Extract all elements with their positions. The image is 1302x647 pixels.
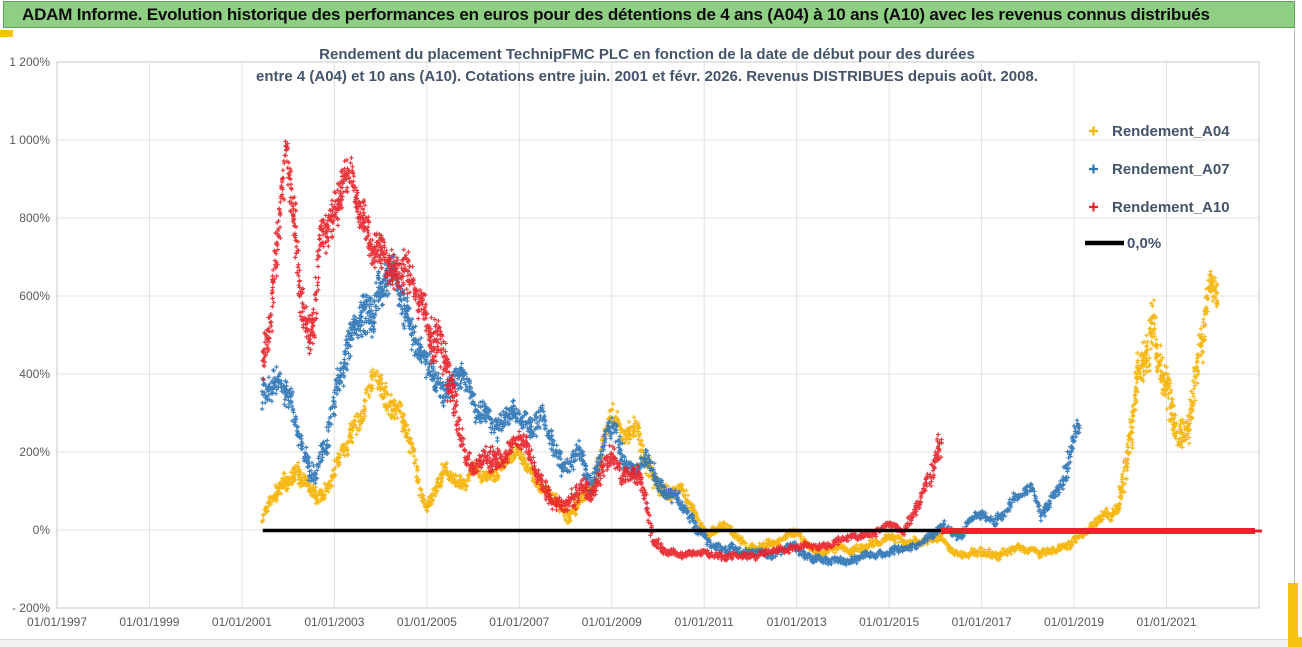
y-axis-label: - 200% [12,601,50,615]
chart-title-line1: Rendement du placement TechnipFMC PLC en… [319,46,975,63]
legend: Rendement_A04 Rendement_A07 Rendement_A10 0… [1085,123,1230,252]
gridlines [56,61,1260,609]
legend-item-rendement-a10[interactable]: Rendement_A10 [1089,199,1230,216]
legend-item-rendement-a07[interactable]: Rendement_A07 [1089,161,1230,178]
resize-handle-bottom-right[interactable] [1288,583,1298,645]
scatter-series [259,139,1262,568]
legend-marker-plus [1089,202,1098,212]
bottom-strip [0,639,1302,647]
legend-item-rendement-a04[interactable]: Rendement_A04 [1089,123,1230,140]
x-axis-label: 01/01/2003 [304,615,364,629]
legend-marker-plus [1089,126,1098,136]
legend-label: 0,0% [1127,235,1161,252]
y-axis-label: 800% [19,211,50,225]
x-axis-label: 01/01/2005 [397,615,457,629]
chart-plot: - 200% 0% 200% 400% 600% 800% 1 000% 1 200% 01/0… [9,46,1262,629]
selection-mark-left [0,30,13,37]
right-frame-line [1294,30,1295,647]
chart-title-line2: entre 4 (A04) et 10 ans (A10). Cotations… [256,68,1038,85]
y-axis-label: 1 000% [9,133,50,147]
x-axis-label: 01/01/2001 [212,615,272,629]
x-axis-label: 01/01/2011 [675,615,734,629]
x-axis-label: 01/01/1997 [27,615,87,629]
y-axis-label: 1 200% [9,55,50,69]
y-axis-label: 200% [19,445,50,459]
x-axis-label: 01/01/2015 [859,615,919,629]
legend-label: Rendement_A10 [1112,199,1230,216]
y-axis-label: 400% [19,367,50,381]
resize-handle-foot [1288,637,1302,647]
x-axis-label: 01/01/2019 [1044,615,1104,629]
window-title-bar: ADAM Informe. Evolution historique des p… [3,1,1295,28]
y-axis-label: 0% [33,523,51,537]
axis-labels: - 200% 0% 200% 400% 600% 800% 1 000% 1 200% 01/0… [9,55,1197,629]
series-Rendement_A10 [260,139,944,563]
x-axis-label: 01/01/1999 [119,615,179,629]
legend-item-0-0-[interactable]: 0,0% [1085,235,1161,252]
x-axis-label: 01/01/2007 [489,615,549,629]
legend-marker-plus [1089,164,1098,174]
window-title: ADAM Informe. Evolution historique des p… [22,4,1210,24]
y-axis-label: 600% [19,289,50,303]
x-axis-label: 01/01/2021 [1137,615,1197,629]
legend-label: Rendement_A07 [1112,161,1230,178]
legend-label: Rendement_A04 [1112,123,1230,140]
x-axis-label: 01/01/2009 [582,615,642,629]
x-axis-label: 01/01/2017 [952,615,1012,629]
chart-title: Rendement du placement TechnipFMC PLC en… [256,46,1038,85]
series-Rendement_A07 [259,252,1082,568]
x-axis-label: 01/01/2013 [767,615,827,629]
